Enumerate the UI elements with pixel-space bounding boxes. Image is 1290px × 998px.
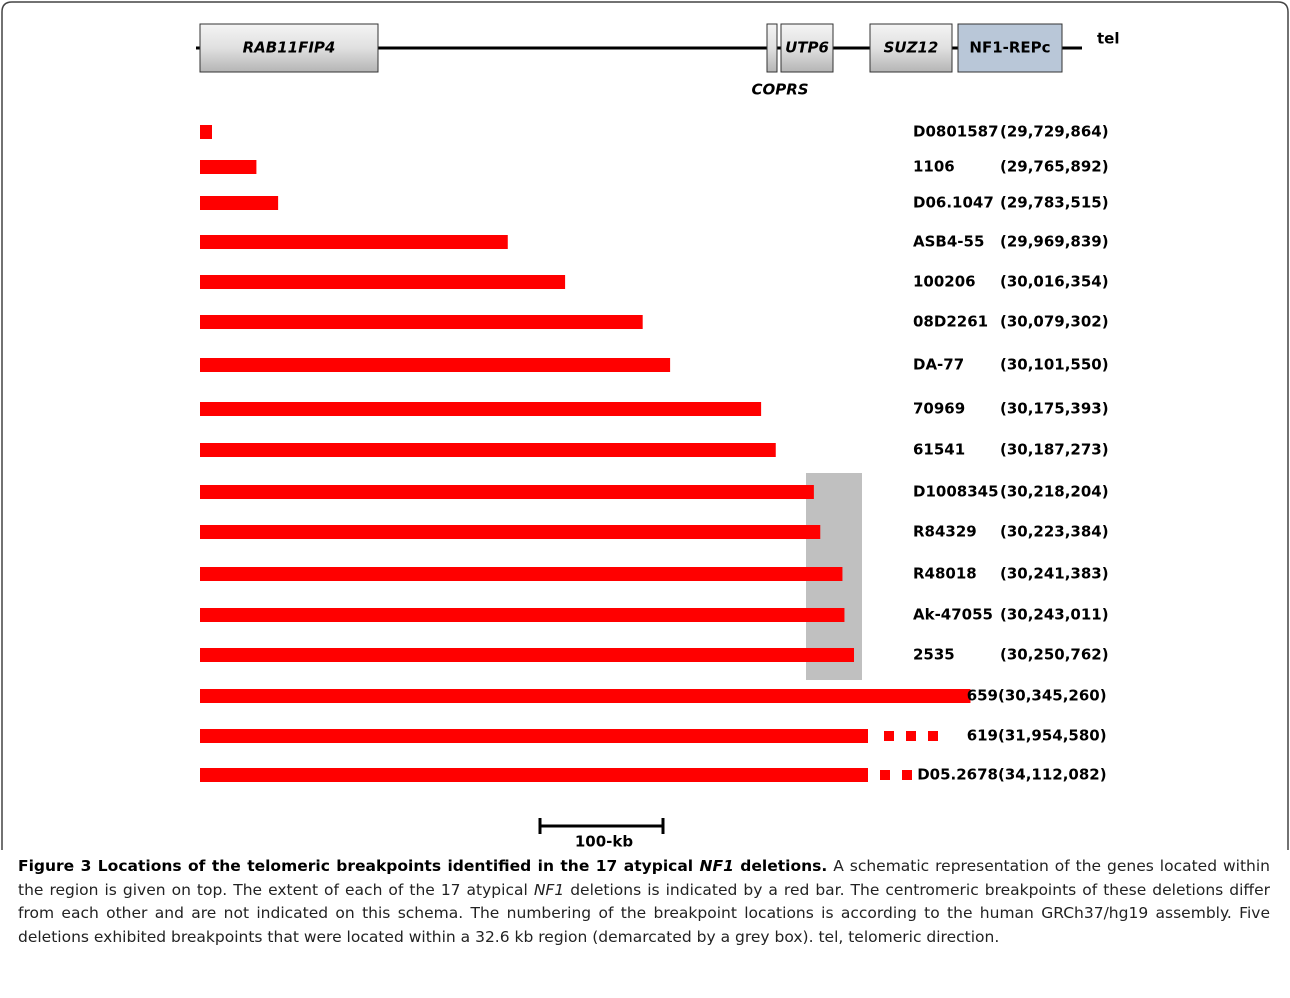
- deletion-bar: [200, 648, 855, 662]
- breakpoint: (30,243,011): [1000, 606, 1109, 624]
- sample-id: 659: [967, 687, 998, 705]
- deletion-bar: [200, 125, 212, 139]
- gene-label: SUZ12: [884, 39, 939, 57]
- text: deletions is indicated by a red bar. The…: [18, 880, 1270, 946]
- deletion-bar: [200, 525, 821, 539]
- text: A schematic representation of the genes …: [18, 857, 1271, 899]
- breakpoint: (30,101,550): [1000, 356, 1109, 374]
- gene-label: COPRS: [751, 81, 808, 99]
- breakpoint: (30,345,260): [998, 687, 1107, 705]
- text: NF1: [533, 880, 565, 899]
- sample-id: 70969: [913, 400, 965, 418]
- sample-id: 2535: [913, 646, 955, 664]
- frame: [1, 1, 1289, 850]
- gene-label: RAB11FIP4: [243, 39, 336, 57]
- deletion-bar: [200, 567, 843, 581]
- breakpoint: (30,187,273): [1000, 441, 1109, 459]
- breakpoint: (29,729,864): [1000, 123, 1109, 141]
- sample-id: D05.2678: [917, 766, 998, 784]
- caption: Figure 3 Locations of the telomeric brea…: [18, 855, 1270, 949]
- caption-title: Figure 3 Locations of the telomeric brea…: [18, 857, 827, 875]
- breakpoint: (30,223,384): [1000, 523, 1109, 541]
- sample-id: D1008345: [913, 483, 999, 501]
- deletion-bar: [200, 275, 566, 289]
- bar-dash: [902, 770, 912, 780]
- deletion-bar: [200, 160, 257, 174]
- breakpoint: (29,969,839): [1000, 233, 1109, 251]
- breakpoint: (30,079,302): [1000, 313, 1109, 331]
- text: Figure 3 Locations of the telomeric brea…: [18, 857, 700, 875]
- sample-id: R48018: [913, 565, 977, 583]
- gene-box: [780, 23, 834, 73]
- gene-label: NF1-REPc: [969, 39, 1050, 57]
- bar-dash: [884, 731, 894, 741]
- breakpoint: (30,218,204): [1000, 483, 1109, 501]
- sample-id: 08D2261: [913, 313, 988, 331]
- sample-id: Ak-47055: [913, 606, 993, 624]
- text: deletions.: [733, 857, 828, 875]
- breakpoint: (30,241,383): [1000, 565, 1109, 583]
- deletion-bar: [200, 485, 814, 499]
- breakpoint: (34,112,082): [998, 766, 1107, 784]
- deletion-bar: [200, 768, 868, 782]
- deletion-bar: [200, 689, 971, 703]
- deletion-bar: [200, 729, 868, 743]
- breakpoint: (31,954,580): [998, 727, 1107, 745]
- bar-dash: [906, 731, 916, 741]
- sample-id: R84329: [913, 523, 977, 541]
- deletion-bar: [200, 443, 776, 457]
- deletion-bar: [200, 235, 508, 249]
- gene-label: UTP6: [785, 39, 829, 57]
- deletion-bar: [200, 402, 762, 416]
- sample-id: ASB4-55: [913, 233, 984, 251]
- breakpoint: (30,016,354): [1000, 273, 1109, 291]
- sample-id: D0801587: [913, 123, 999, 141]
- deletion-bar: [200, 608, 845, 622]
- sample-id: D06.1047: [913, 194, 994, 212]
- bar-dash: [880, 770, 890, 780]
- breakpoint: (29,765,892): [1000, 158, 1109, 176]
- bar-dash: [928, 731, 938, 741]
- sample-id: 1106: [913, 158, 955, 176]
- breakpoint: (29,783,515): [1000, 194, 1109, 212]
- gene-box: [869, 23, 953, 73]
- breakpoint: (30,175,393): [1000, 400, 1109, 418]
- text: NF1: [699, 857, 734, 875]
- sample-id: DA-77: [913, 356, 964, 374]
- gene-box: [766, 23, 778, 73]
- scale-label: 100-kb: [575, 833, 634, 851]
- deletion-bar: [200, 358, 671, 372]
- deletion-bar: [200, 315, 643, 329]
- breakpoint: (30,250,762): [1000, 646, 1109, 664]
- deletion-bar: [200, 196, 279, 210]
- gene-box: [957, 23, 1063, 73]
- sample-id: 100206: [913, 273, 976, 291]
- gene-box: [199, 23, 379, 73]
- tel-label: tel: [1097, 30, 1120, 48]
- figure: RAB11FIP4 COPRS UTP6 SUZ12 NF1-REPc tel …: [1, 1, 1289, 851]
- sample-id: 61541: [913, 441, 965, 459]
- sample-id: 619: [967, 727, 998, 745]
